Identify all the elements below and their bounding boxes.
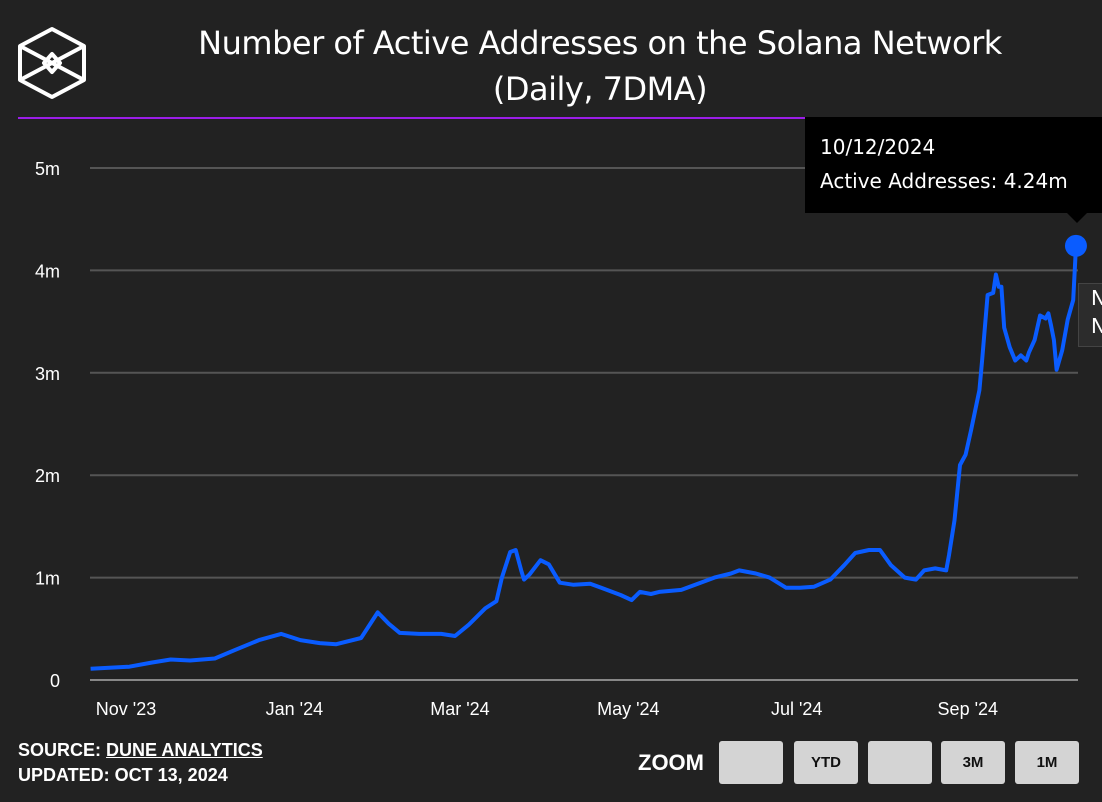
x-tick-label: May '24 xyxy=(597,699,659,719)
line-chart[interactable]: 0 1m 2m 3m 4m 5m Nov '23 Jan '24 Mar '24 May '24… xyxy=(0,0,1102,730)
zoom-button-1[interactable] xyxy=(719,741,783,784)
title-divider xyxy=(18,117,808,119)
y-tick-label: 5m xyxy=(35,159,60,179)
x-tick-label: Sep '24 xyxy=(938,699,999,719)
y-tick-label: 1m xyxy=(35,569,60,589)
secondary-tooltip-line: N xyxy=(1079,312,1102,340)
source-link[interactable]: DUNE ANALYTICS xyxy=(106,740,263,760)
x-tick-label: Jan '24 xyxy=(266,699,323,719)
zoom-button-3m[interactable]: 3M xyxy=(941,741,1005,784)
chart-title: Number of Active Addresses on the Solana… xyxy=(198,24,1002,62)
zoom-button-1m[interactable]: 1M xyxy=(1015,741,1079,784)
source-note: SOURCE: DUNE ANALYTICS xyxy=(18,740,263,761)
updated-note: UPDATED: OCT 13, 2024 xyxy=(18,765,228,785)
x-tick-label: Nov '23 xyxy=(96,699,156,719)
tooltip-date: 10/12/2024 xyxy=(820,135,936,159)
zoom-button-ytd[interactable]: YTD xyxy=(794,741,858,784)
secondary-tooltip: N N xyxy=(1078,283,1102,347)
tooltip-value: Active Addresses: 4.24m xyxy=(820,169,1068,193)
y-tick-label: 2m xyxy=(35,466,60,486)
chart-subtitle: (Daily, 7DMA) xyxy=(492,70,708,108)
zoom-label: ZOOM xyxy=(638,750,704,775)
tooltip: 10/12/2024 Active Addresses: 4.24m xyxy=(805,117,1102,213)
source-label: SOURCE: xyxy=(18,740,102,760)
zoom-button-3[interactable] xyxy=(868,741,932,784)
series-line-active-addresses xyxy=(90,245,1078,671)
x-tick-label: Jul '24 xyxy=(771,699,822,719)
y-tick-label: 3m xyxy=(35,364,60,384)
y-tick-label: 4m xyxy=(35,261,60,281)
the-block-logo xyxy=(18,27,86,99)
secondary-tooltip-line: N xyxy=(1079,284,1102,312)
x-tick-label: Mar '24 xyxy=(430,699,489,719)
highlighted-data-point xyxy=(1064,234,1087,257)
tooltip-arrow xyxy=(1067,213,1087,223)
y-tick-label: 0 xyxy=(50,671,60,691)
